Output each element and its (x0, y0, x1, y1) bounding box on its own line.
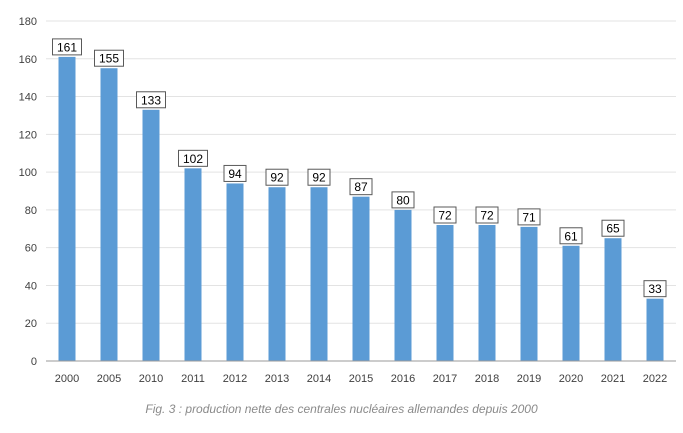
y-tick-label-0: 0 (31, 356, 37, 368)
x-tick-label-2016: 2016 (391, 373, 415, 385)
data-label-2010: 133 (141, 93, 161, 107)
x-axis-tick-labels: 2000 2005 2010 2011 2012 2013 2014 2015 2016 2017… (55, 373, 667, 385)
bar-2015 (352, 196, 370, 361)
bar-2005 (100, 68, 118, 361)
bar-2000 (58, 56, 76, 362)
data-label-box-2018 (475, 206, 499, 224)
data-label-2019: 71 (522, 210, 536, 224)
data-label-2011: 102 (183, 152, 203, 166)
data-label-2020: 61 (564, 229, 578, 243)
bar-2019 (520, 226, 538, 361)
x-tick-label-2018: 2018 (475, 373, 499, 385)
bar-2010 (142, 109, 160, 362)
bar-2021 (604, 238, 622, 361)
y-tick-label-180: 180 (19, 16, 37, 28)
x-tick-label-2013: 2013 (265, 373, 289, 385)
data-label-2016: 80 (396, 193, 410, 207)
y-tick-label-80: 80 (25, 205, 37, 217)
data-label-2021: 65 (606, 222, 620, 236)
y-tick-label-160: 160 (19, 54, 37, 66)
data-label-2014: 92 (312, 171, 326, 185)
y-tick-label-120: 120 (19, 129, 37, 141)
data-label-2018: 72 (480, 209, 494, 223)
x-tick-label-2020: 2020 (559, 373, 583, 385)
data-label-box-2005 (94, 49, 124, 67)
x-tick-label-2017: 2017 (433, 373, 457, 385)
data-label-2000: 161 (57, 40, 77, 54)
data-labels: 161 155 133 102 94 92 92 87 80 72 72 71 61 65 33 (52, 38, 667, 298)
bar-chart: 0 20 40 60 80 100 120 140 160 180 2000 2005 2010 201… (19, 16, 676, 385)
data-label-box-2010 (136, 91, 166, 109)
x-tick-label-2019: 2019 (517, 373, 541, 385)
data-label-box-2013 (265, 168, 289, 186)
data-label-2012: 94 (228, 167, 242, 181)
y-tick-label-20: 20 (25, 318, 37, 330)
bar-2013 (268, 187, 286, 361)
x-tick-label-2021: 2021 (601, 373, 625, 385)
x-tick-label-2010: 2010 (139, 373, 163, 385)
x-tick-label-2012: 2012 (223, 373, 247, 385)
data-label-box-2020 (559, 227, 583, 245)
bar-2012 (226, 183, 244, 361)
bar-2017 (436, 225, 454, 361)
bar-2022 (646, 298, 664, 361)
data-label-2017: 72 (438, 209, 452, 223)
bar-2011 (184, 168, 202, 361)
data-label-box-2014 (307, 168, 331, 186)
data-label-box-2011 (178, 149, 208, 167)
bar-2018 (478, 225, 496, 361)
data-label-box-2015 (349, 178, 373, 196)
bar-2020 (562, 245, 580, 361)
data-label-box-2019 (517, 208, 541, 226)
data-label-box-2012 (223, 164, 247, 182)
figure-caption: Fig. 3 : production nette des centrales … (145, 402, 538, 416)
bar-2016 (394, 209, 412, 361)
data-label-2022: 33 (648, 282, 662, 296)
x-tick-label-2015: 2015 (349, 373, 373, 385)
data-label-box-2022 (643, 280, 667, 298)
y-tick-label-40: 40 (25, 280, 37, 292)
y-tick-label-140: 140 (19, 92, 37, 104)
bars (58, 56, 664, 362)
data-label-box-2021 (601, 219, 625, 237)
data-label-box-2000 (52, 38, 82, 56)
data-label-box-2016 (391, 191, 415, 209)
x-tick-label-2005: 2005 (97, 373, 121, 385)
y-axis-tick-labels: 0 20 40 60 80 100 120 140 160 180 (19, 16, 37, 368)
x-tick-label-2000: 2000 (55, 373, 79, 385)
bar-2014 (310, 187, 328, 361)
y-tick-label-60: 60 (25, 243, 37, 255)
data-label-box-2017 (433, 206, 457, 224)
x-tick-label-2014: 2014 (307, 373, 331, 385)
data-label-2013: 92 (270, 171, 284, 185)
y-tick-label-100: 100 (19, 167, 37, 179)
data-label-2005: 155 (99, 52, 119, 66)
x-tick-label-2011: 2011 (181, 373, 205, 385)
x-tick-label-2022: 2022 (643, 373, 667, 385)
data-label-2015: 87 (354, 180, 368, 194)
